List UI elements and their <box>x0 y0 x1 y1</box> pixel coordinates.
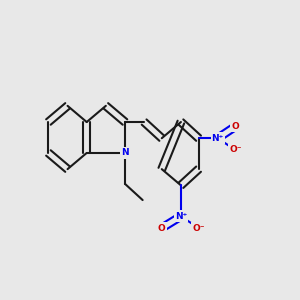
Text: N⁺: N⁺ <box>175 212 187 221</box>
Text: O: O <box>232 122 239 131</box>
Text: N⁺: N⁺ <box>212 134 224 143</box>
Text: O⁻: O⁻ <box>229 146 242 154</box>
Text: N: N <box>121 148 129 158</box>
Text: N: N <box>214 134 221 143</box>
Text: O: O <box>232 146 239 154</box>
Text: O: O <box>158 224 166 232</box>
Text: O: O <box>195 224 203 232</box>
Text: N: N <box>177 212 185 221</box>
Text: O: O <box>158 224 166 232</box>
Text: O: O <box>232 122 239 131</box>
Text: N: N <box>121 148 129 158</box>
Text: O⁻: O⁻ <box>192 224 205 232</box>
